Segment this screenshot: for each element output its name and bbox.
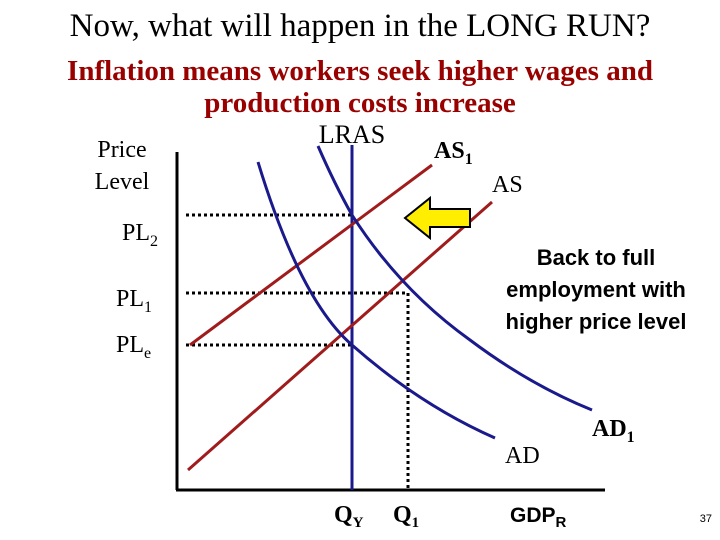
as1-line (189, 163, 433, 347)
as-line (187, 200, 493, 472)
quantity-label: Q1 (393, 502, 419, 531)
note-line: Back to full (537, 245, 656, 270)
title: Now, what will happen in the LONG RUN? (70, 8, 651, 44)
label-base: GDP (510, 504, 556, 527)
subtitle: production costs increase (204, 87, 516, 119)
price-level-label: PLe (116, 332, 151, 362)
label-base: AD (592, 416, 627, 442)
shift-arrow (403, 195, 471, 241)
note-line: employment with (506, 277, 686, 302)
quantity-label: QY (334, 502, 364, 531)
label-sub: 1 (627, 429, 635, 446)
y-axis-label: Price (97, 137, 146, 163)
y-axis-label: Level (95, 169, 150, 195)
label-sub: Y (353, 515, 364, 531)
as-label: AS (492, 172, 523, 198)
label-base: AS (434, 138, 465, 164)
ad-label: AD (505, 443, 540, 469)
label-base: Q (334, 502, 353, 528)
label-sub: R (556, 514, 567, 531)
label-sub: 1 (144, 299, 152, 316)
label-sub: 1 (412, 515, 420, 531)
label-sub: 1 (465, 151, 473, 168)
as1-label: AS1 (434, 138, 473, 168)
label-sub: 2 (150, 233, 158, 250)
label-base: PL (122, 220, 150, 246)
label-base: PL (116, 286, 144, 312)
x-axis-label: GDPR (510, 504, 567, 531)
label-base: PL (116, 332, 144, 358)
note-line: higher price level (506, 309, 687, 334)
ad1-label: AD1 (592, 416, 635, 446)
label-sub: e (144, 345, 151, 362)
ad1-curve (316, 145, 593, 412)
label-base: Q (393, 502, 412, 528)
price-level-label: PL1 (116, 286, 152, 316)
page-number: 37 (700, 513, 712, 525)
guides (186, 213, 410, 488)
lras-label: LRAS (319, 120, 385, 149)
price-level-label: PL2 (122, 220, 158, 250)
subtitle: Inflation means workers seek higher wage… (67, 55, 653, 87)
ad-curve (256, 161, 496, 440)
